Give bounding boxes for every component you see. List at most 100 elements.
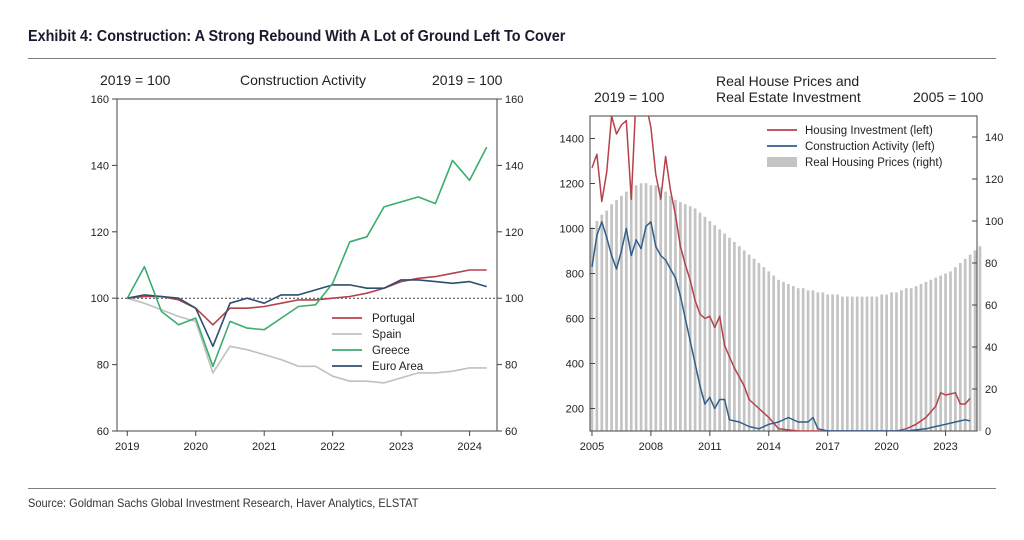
source-note: Source: Goldman Sachs Global Investment … xyxy=(28,496,419,510)
real-housing-prices-bar xyxy=(757,263,761,431)
real-housing-prices-bar xyxy=(782,281,785,431)
x-tick-label: 2008 xyxy=(639,441,663,453)
real-housing-prices-bar xyxy=(747,254,751,431)
real-housing-prices-bar xyxy=(796,288,800,431)
real-housing-prices-bar xyxy=(914,286,918,431)
left-y-tick-label: 200 xyxy=(566,404,584,416)
left-y-tick-label: 800 xyxy=(566,269,584,281)
real-housing-prices-bar xyxy=(762,267,766,431)
real-housing-prices-bar xyxy=(806,290,810,431)
legend-label: Housing Investment (left) xyxy=(805,125,933,137)
right-y-tick-label: 140 xyxy=(505,160,523,172)
real-housing-prices-bar xyxy=(728,237,731,431)
real-housing-prices-bar xyxy=(733,242,736,431)
left-y-tick-label: 160 xyxy=(91,94,109,106)
left-y-tick-label: 140 xyxy=(91,160,109,172)
legend-label: Portugal xyxy=(372,313,415,325)
real-housing-prices-bar xyxy=(723,233,726,431)
real-housing-prices-bar xyxy=(624,191,628,431)
real-housing-prices-bar xyxy=(973,250,977,431)
real-housing-prices-bar xyxy=(634,185,638,431)
legend-swatch xyxy=(767,157,797,167)
real-housing-prices-bar xyxy=(639,183,643,431)
real-housing-prices-bar xyxy=(924,281,928,431)
real-housing-prices-bar xyxy=(919,284,923,431)
left-y-tick-label: 80 xyxy=(97,360,109,372)
real-housing-prices-bar xyxy=(845,296,849,431)
real-housing-prices-bar xyxy=(644,183,648,431)
real-housing-prices-bar xyxy=(944,273,947,431)
real-housing-prices-bar xyxy=(703,216,707,431)
real-housing-prices-bar xyxy=(659,187,663,431)
real-housing-prices-bar xyxy=(698,212,702,431)
real-housing-prices-bar xyxy=(968,254,972,431)
right-y-tick-label: 120 xyxy=(505,227,523,239)
x-tick-label: 2014 xyxy=(757,441,781,453)
real-housing-prices-bar xyxy=(865,296,869,431)
real-housing-prices-bar xyxy=(654,185,658,431)
real-housing-prices-bar xyxy=(870,296,874,431)
x-tick-label: 2017 xyxy=(815,441,839,453)
real-housing-prices-bar xyxy=(605,210,609,431)
real-housing-prices-bar xyxy=(688,206,692,431)
legend-label: Greece xyxy=(372,345,410,357)
x-tick-label: 2005 xyxy=(580,441,604,453)
real-housing-prices-bar xyxy=(821,292,825,431)
left-y-tick-label: 1000 xyxy=(560,224,584,236)
real-housing-prices-bar xyxy=(718,229,721,431)
left-y-tick-label: 400 xyxy=(566,359,584,371)
real-housing-prices-bar xyxy=(742,250,746,431)
series-line-euro-area xyxy=(127,279,487,348)
real-housing-prices-bar xyxy=(737,246,741,431)
real-housing-prices-bar xyxy=(595,221,599,431)
real-housing-prices-bar xyxy=(816,292,820,431)
real-housing-prices-bar xyxy=(679,202,682,431)
real-housing-prices-bar xyxy=(831,294,834,431)
real-housing-prices-bar xyxy=(777,279,780,431)
real-housing-prices-bar xyxy=(600,214,604,431)
real-housing-prices-bar xyxy=(767,271,771,431)
real-housing-prices-bar xyxy=(610,204,613,431)
right-y-tick-label: 100 xyxy=(985,216,1003,228)
right-chart-left-axis-label: 2019 = 100 xyxy=(594,89,665,105)
title-divider xyxy=(28,58,996,59)
legend-label: Spain xyxy=(372,329,401,341)
real-housing-prices-bar xyxy=(649,185,653,431)
left-chart-right-axis-label: 2019 = 100 xyxy=(432,72,503,88)
real-housing-prices-bar xyxy=(895,292,898,431)
real-housing-prices-bar xyxy=(978,246,982,431)
left-chart-title: Construction Activity xyxy=(240,72,366,88)
x-tick-label: 2023 xyxy=(933,441,957,453)
left-y-tick-label: 120 xyxy=(91,227,109,239)
real-housing-prices-bar xyxy=(904,288,908,431)
real-housing-prices-bar xyxy=(880,294,884,431)
series-line-construction-activity-left xyxy=(591,221,971,431)
real-housing-prices-bar xyxy=(752,258,756,431)
right-y-tick-label: 60 xyxy=(985,300,997,312)
right-chart-right-axis-label: 2005 = 100 xyxy=(913,89,984,105)
real-housing-prices-bar xyxy=(801,288,805,431)
left-y-tick-label: 600 xyxy=(566,314,584,326)
legend-label: Euro Area xyxy=(372,361,424,373)
right-chart-title-line1: Real House Prices and xyxy=(716,73,859,89)
real-housing-prices-bar xyxy=(954,267,957,431)
real-housing-prices-bar xyxy=(669,195,672,431)
exhibit-title: Exhibit 4: Construction: A Strong Reboun… xyxy=(28,28,566,45)
real-housing-prices-bar xyxy=(841,296,844,431)
real-housing-prices-bar xyxy=(900,290,903,431)
right-y-tick-label: 120 xyxy=(985,174,1003,186)
left-chart-left-axis-label: 2019 = 100 xyxy=(100,72,171,88)
real-housing-prices-bar xyxy=(875,296,879,431)
left-y-tick-label: 1400 xyxy=(560,134,584,146)
real-housing-prices-bar xyxy=(629,187,633,431)
series-line-housing-investment-left xyxy=(591,116,971,431)
right-y-tick-label: 80 xyxy=(985,258,997,270)
real-housing-prices-bar xyxy=(934,277,938,431)
real-housing-prices-bar xyxy=(909,288,913,431)
real-housing-prices-bar xyxy=(963,258,967,431)
real-housing-prices-bar xyxy=(850,296,854,431)
real-housing-prices-bar xyxy=(958,263,962,431)
x-tick-label: 2011 xyxy=(698,441,722,453)
source-divider xyxy=(28,488,996,489)
real-housing-prices-bar xyxy=(855,296,859,431)
